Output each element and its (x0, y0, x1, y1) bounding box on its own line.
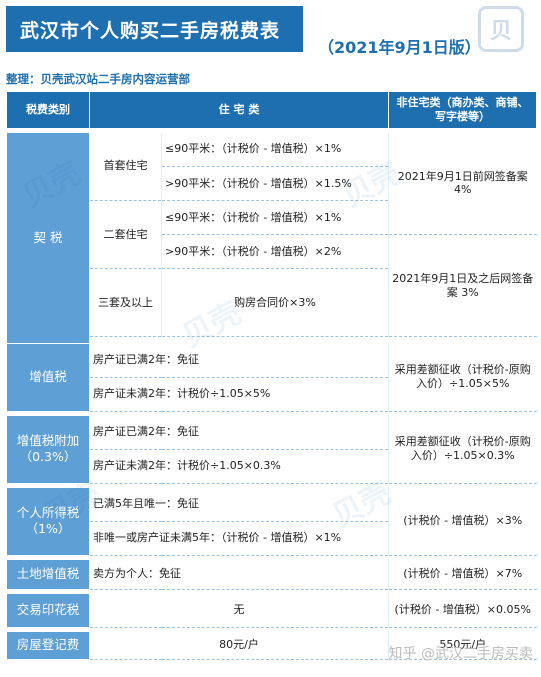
deed-third-rate: 购房合同价×3% (160, 268, 389, 337)
deed-first-small: ≤90平米：（计税价 - 增值税）×1% (160, 132, 389, 167)
header-non-residential: 非住宅类（商办类、商铺、写字楼等） (388, 91, 538, 129)
surcharge-nonres: 采用差额征收（计税价-原购入价）÷1.05×0.3% (388, 415, 537, 484)
deed-nonres-before: 2021年9月1日前网签备案 4% (388, 132, 537, 235)
page-title: 武汉市个人购买二手房税费表 (6, 6, 303, 52)
vat-nonres: 采用差额征收（计税价-原购入价）÷1.05×5% (388, 343, 537, 412)
stamp-nonres: (计税价 - 增值税）×0.05% (388, 593, 537, 628)
zhihu-watermark: 知乎 @武汉二手房买卖 (388, 646, 533, 662)
category-deed-tax: 契 税 (6, 132, 90, 344)
edition-date: （2021年9月1日版） (318, 38, 481, 57)
deed-first-home: 首套住宅 (89, 132, 162, 201)
category-registration-fee: 房屋登记费 (6, 630, 90, 660)
header-category: 税费类别 (6, 91, 90, 129)
land-vat-residential: 卖方为个人：免征 (88, 559, 389, 590)
deed-third-home: 三套及以上 (89, 268, 162, 337)
registration-nonres: 550元/户 (388, 631, 537, 660)
deed-first-large: >90平米：（计税价 - 增值税）×1.5% (160, 166, 389, 201)
deed-nonres-after: 2021年9月1日及之后网签备案 3% (388, 234, 537, 337)
category-land-vat: 土地增值税 (6, 558, 90, 590)
deed-second-large: >90平米：（计税价 - 增值税）×2% (160, 234, 389, 269)
surcharge-exempt: 房产证已满2年：免征 (88, 415, 389, 450)
income-taxed: 非唯一或房产证未满5年：（计税价 - 增值税）×1% (88, 521, 389, 556)
organizer-note: 整理：贝壳武汉站二手房内容运营部 (6, 72, 190, 86)
category-stamp-tax: 交易印花税 (6, 592, 90, 628)
vat-exempt: 房产证已满2年：免征 (88, 343, 389, 378)
deed-second-home: 二套住宅 (89, 200, 162, 269)
income-exempt: 已满5年且唯一：免征 (88, 487, 389, 522)
header-residential: 住 宅 类 (88, 91, 390, 129)
category-vat: 增值税 (6, 342, 90, 412)
registration-residential: 80元/户 (88, 631, 389, 660)
category-income-tax: 个人所得税（1%） (6, 486, 90, 556)
land-vat-nonres: (计税价 - 增值税）×7% (388, 559, 537, 590)
tax-table: 税费类别 住 宅 类 非住宅类（商办类、商铺、写字楼等） 契 税 首套住宅 ≤9… (6, 91, 538, 660)
category-vat-surcharge: 增值税附加（0.3%） (6, 414, 90, 484)
deed-second-small: ≤90平米：（计税价 - 增值税）×1% (160, 200, 389, 235)
surcharge-taxed: 房产证未满2年：计税价÷1.05×0.3% (88, 449, 389, 484)
vat-taxed: 房产证未满2年：计税价÷1.05×5% (88, 377, 389, 412)
income-nonres: (计税价 - 增值税）×3% (388, 487, 537, 556)
beike-logo-icon: 贝 (478, 6, 524, 52)
stamp-residential: 无 (88, 593, 389, 628)
